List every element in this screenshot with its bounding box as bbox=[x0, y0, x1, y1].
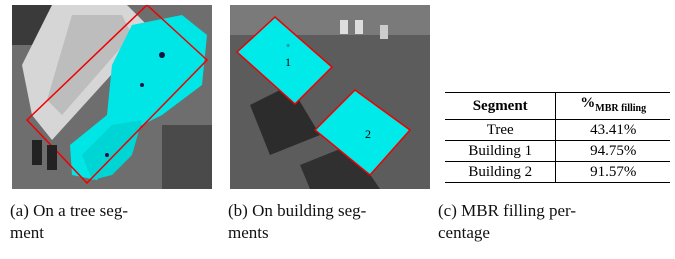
table-cell: 91.57% bbox=[556, 162, 670, 183]
tree-image bbox=[12, 5, 212, 189]
table-cell: 94.75% bbox=[556, 141, 670, 162]
text: On a tree seg- bbox=[33, 201, 128, 220]
table-cell: Building 1 bbox=[445, 141, 556, 162]
caption: (a) On a tree seg- ment bbox=[10, 200, 128, 244]
caption: (b) On building seg- ments bbox=[228, 200, 366, 244]
header-cell: %MBR filling bbox=[556, 93, 670, 120]
text: % bbox=[580, 95, 595, 111]
segment-label: 2 bbox=[365, 127, 371, 141]
caption: (c) MBR filling per- centage bbox=[438, 200, 576, 244]
text: ments bbox=[228, 222, 366, 244]
segment-label: 1 bbox=[285, 55, 291, 69]
text: (c) bbox=[438, 201, 457, 220]
text: centage bbox=[438, 222, 576, 244]
text: MBR filling per- bbox=[461, 201, 576, 220]
text: ment bbox=[10, 222, 128, 244]
text: On building seg- bbox=[252, 201, 366, 220]
text: (a) bbox=[10, 201, 29, 220]
table-cell: Tree bbox=[445, 120, 556, 141]
table-cell: 43.41% bbox=[556, 120, 670, 141]
table-cell: Building 2 bbox=[445, 162, 556, 183]
page: 1 2 o (a) On a tree seg- ment (b) On bui… bbox=[0, 0, 675, 259]
text: (b) bbox=[228, 201, 248, 220]
header-cell: Segment bbox=[445, 93, 556, 120]
segment-label: o bbox=[287, 43, 290, 49]
building-image: 1 2 o bbox=[230, 5, 430, 189]
text: MBR filling bbox=[595, 103, 646, 114]
